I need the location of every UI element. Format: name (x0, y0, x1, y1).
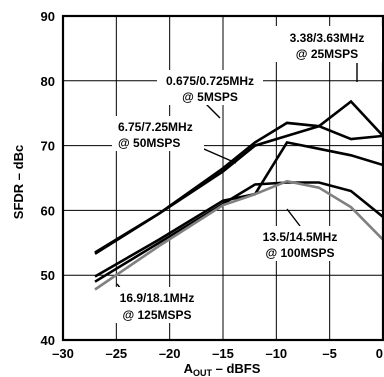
y-axis-label: SFDR – dBc (11, 145, 26, 219)
x-tick-label: 0 (376, 346, 383, 361)
y-tick-label: 80 (41, 74, 55, 89)
y-tick-label: 90 (41, 9, 55, 24)
y-tick-label: 40 (41, 333, 55, 348)
x-axis-label-subscript: OUT (193, 368, 213, 377)
annotation-line: 6.75/7.25MHz (118, 120, 193, 134)
leader-100msps (286, 208, 301, 227)
x-tick-label: –10 (265, 346, 287, 361)
x-axis-label-suffix: – dBFS (212, 361, 261, 376)
annotation-0-675-5msps: 0.675/0.725MHz @ 5MSPS (157, 70, 263, 105)
y-tick-labels: 40 50 60 70 80 90 (41, 9, 55, 348)
y-tick-label: 70 (41, 139, 55, 154)
plot-frame (61, 14, 384, 342)
x-tick-label: –30 (52, 346, 74, 361)
x-tick-label: –20 (159, 346, 181, 361)
y-tick-label: 60 (41, 203, 55, 218)
annotation-line: @ 100MSPS (265, 246, 334, 260)
x-tick-label: –25 (105, 346, 127, 361)
annotation-line: @ 125MSPS (122, 308, 191, 322)
leader-5msps (204, 102, 221, 119)
annotation-line: @ 25MSPS (296, 47, 358, 61)
annotation-16-9-125msps: 16.9/18.1MHz @ 125MSPS (110, 287, 204, 323)
series-lines (94, 99, 384, 291)
x-tick-label: –15 (212, 346, 234, 361)
annotation-6-75-50msps: 6.75/7.25MHz @ 50MSPS (112, 116, 204, 151)
annotation-13-5-100msps: 13.5/14.5MHz @ 100MSPS (252, 226, 348, 261)
annotation-line: @ 50MSPS (118, 136, 180, 150)
y-tick-label: 50 (41, 268, 55, 283)
annotation-line: 3.38/3.63MHz (290, 31, 365, 45)
x-axis-label-main: A (184, 361, 194, 376)
annotation-3-38-25msps: 3.38/3.63MHz @ 25MSPS (274, 26, 382, 62)
x-tick-labels: –30 –25 –20 –15 –10 –5 0 (52, 346, 383, 361)
annotation-line: @ 5MSPS (182, 90, 238, 104)
series-line-2 (94, 99, 384, 255)
plot-border (61, 14, 384, 342)
series-line-5 (94, 179, 384, 291)
x-axis-label: AOUT – dBFS (184, 361, 261, 377)
annotation-line: 13.5/14.5MHz (263, 230, 338, 244)
annotation-line: 0.675/0.725MHz (166, 74, 254, 88)
x-tick-label: –5 (322, 346, 336, 361)
series-line-4 (94, 181, 384, 283)
annotation-line: 16.9/18.1MHz (120, 291, 195, 305)
series-line-3 (94, 140, 384, 278)
